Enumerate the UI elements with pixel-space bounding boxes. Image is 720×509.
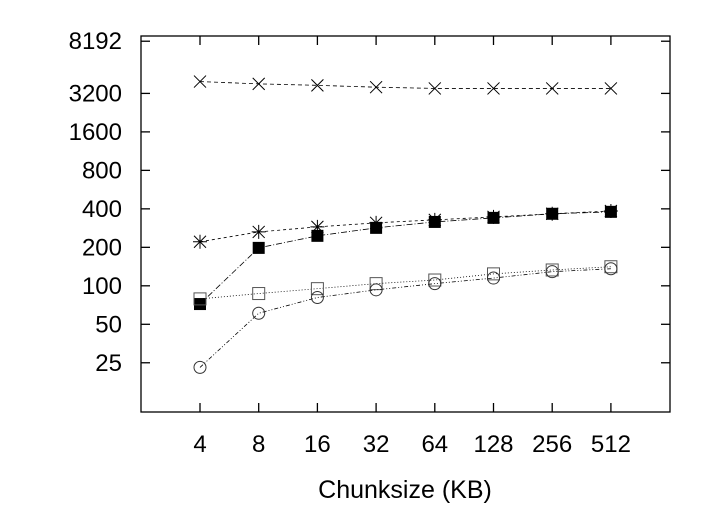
data-point-circle	[310, 291, 324, 305]
y-tick-label: 25	[95, 350, 122, 377]
x-tick-label: 32	[363, 431, 390, 458]
series-circle	[193, 262, 618, 374]
x-axis-label: Chunksize (KB)	[318, 476, 492, 504]
x-tick-label: 128	[473, 431, 513, 458]
data-point-star	[310, 219, 325, 234]
data-point-star	[251, 224, 266, 239]
series-open-square	[193, 260, 618, 306]
data-point-circle	[604, 262, 618, 276]
y-tick-label: 50	[95, 311, 122, 338]
data-point-filled-square	[604, 205, 617, 218]
data-point-star	[193, 234, 207, 249]
data-point-cross	[487, 82, 500, 95]
data-point-circle	[545, 265, 559, 279]
x-tick-label: 256	[532, 431, 572, 458]
data-point-cross	[428, 82, 442, 95]
data-point-open-square	[428, 273, 442, 287]
data-point-open-square	[193, 292, 207, 306]
y-tick-label: 8192	[69, 28, 122, 55]
data-point-filled-square	[311, 229, 324, 242]
y-tick-label: 3200	[69, 80, 122, 107]
data-point-filled-square	[252, 241, 265, 254]
y-tick-label: 1600	[69, 119, 122, 146]
y-tick-label: 200	[82, 234, 122, 261]
x-tick-label: 16	[304, 431, 331, 458]
y-tick-label: 800	[82, 157, 122, 184]
data-point-circle	[252, 306, 266, 320]
y-tick-label: 400	[82, 196, 122, 223]
series-line	[199, 211, 611, 305]
data-point-cross	[311, 78, 324, 92]
data-point-open-square	[310, 282, 324, 296]
x-tick-label: 64	[421, 431, 448, 458]
data-point-cross	[369, 80, 383, 94]
data-point-filled-square	[370, 221, 383, 234]
data-point-circle	[369, 283, 383, 297]
series-line	[199, 268, 611, 368]
series-cross	[193, 75, 618, 95]
data-point-filled-square	[428, 215, 441, 228]
x-tick-label: 4	[193, 431, 206, 458]
x-tick-label: 8	[252, 431, 265, 458]
series-line	[199, 81, 611, 89]
data-point-circle	[428, 277, 442, 291]
data-point-circle	[487, 271, 500, 285]
data-point-cross	[545, 82, 559, 95]
data-point-filled-square	[487, 211, 500, 224]
data-point-circle	[193, 360, 207, 374]
data-point-open-square	[369, 277, 383, 291]
series-filled-square	[194, 205, 617, 311]
data-point-cross	[604, 82, 618, 95]
data-point-filled-square	[546, 207, 559, 220]
series-line	[199, 266, 611, 300]
data-point-cross	[193, 75, 207, 88]
data-point-filled-square	[194, 298, 206, 311]
data-point-cross	[252, 77, 266, 91]
x-tick-label: 512	[591, 431, 631, 458]
plot-frame	[140, 35, 671, 413]
data-point-open-square	[487, 267, 500, 281]
data-point-open-square	[252, 287, 266, 301]
y-tick-label: 100	[82, 273, 122, 300]
